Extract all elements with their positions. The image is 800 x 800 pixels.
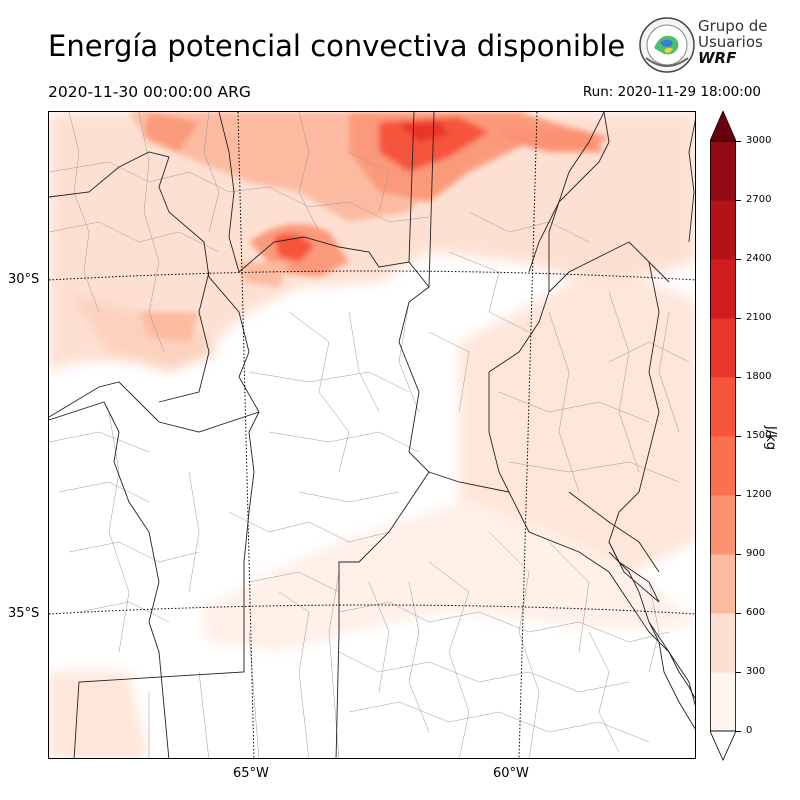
colorbar-tick-label: 3000 (746, 135, 772, 146)
cape-shading-high (129, 112, 609, 342)
department-borders (49, 112, 690, 758)
colorbar-tick-mark (736, 200, 741, 201)
colorbar-band (710, 377, 736, 437)
lat-label-35s: 35°S (8, 606, 40, 621)
logo-text-line1: Grupo de (698, 17, 768, 35)
colorbar-tick-label: 0 (746, 725, 753, 736)
province-borders (49, 112, 695, 758)
colorbar-tick-mark (736, 377, 741, 378)
colorbar-band (710, 141, 736, 201)
colorbar-max-arrow (710, 111, 736, 142)
colorbar-band (710, 672, 736, 732)
colorbar-tick-label: 900 (746, 548, 766, 559)
globe-emblem-icon (639, 17, 695, 73)
colorbar-outline (710, 140, 736, 732)
colorbar-tick-label: 2700 (746, 194, 772, 205)
colorbar-tick-mark (736, 436, 741, 437)
run-time-label: Run: 2020-11-29 18:00:00 (582, 84, 761, 100)
colorbar-tick-label: 2400 (746, 253, 772, 264)
colorbar-tick-mark (736, 259, 741, 260)
lat-label-30s: 30°S (8, 272, 40, 287)
logo-text-line2: Usuarios (698, 33, 763, 51)
wrf-group-logo: Grupo de Usuarios WRF (638, 16, 768, 76)
colorbar-unit-label: J/kg (763, 426, 778, 450)
colorbar-band (710, 200, 736, 260)
colorbar-band (710, 554, 736, 614)
colorbar-tick-mark (736, 554, 741, 555)
colorbar-tick-label: 2100 (746, 312, 772, 323)
map-canvas (49, 112, 695, 758)
colorbar-tick-mark (736, 672, 741, 673)
cape-shading-low (49, 112, 695, 758)
colorbar-band (710, 259, 736, 319)
graticule (49, 112, 695, 758)
lon-label-65w: 65°W (233, 766, 269, 781)
colorbar-tick-mark (736, 318, 741, 319)
colorbar-band (710, 318, 736, 378)
colorbar-tick-mark (736, 495, 741, 496)
colorbar-tick-label: 1200 (746, 489, 772, 500)
colorbar-tick-label: 600 (746, 607, 766, 618)
colorbar-tick-label: 1500 (746, 430, 772, 441)
colorbar-tick-mark (736, 141, 741, 142)
lon-label-60w: 60°W (493, 766, 529, 781)
colorbar-band (710, 495, 736, 555)
colorbar-tick-mark (736, 731, 741, 732)
colorbar-tick-label: 1800 (746, 371, 772, 382)
colorbar (710, 111, 736, 761)
valid-time-label: 2020-11-30 00:00:00 ARG (48, 83, 251, 101)
colorbar-band (710, 436, 736, 496)
cape-map (48, 111, 696, 759)
colorbar-band (710, 613, 736, 673)
chart-title: Energía potencial convectiva disponible (48, 29, 626, 63)
logo-text-line3: WRF (698, 49, 737, 67)
colorbar-min-arrow (710, 730, 736, 761)
colorbar-tick-label: 300 (746, 666, 766, 677)
colorbar-tick-mark (736, 613, 741, 614)
coastline (608, 551, 695, 730)
